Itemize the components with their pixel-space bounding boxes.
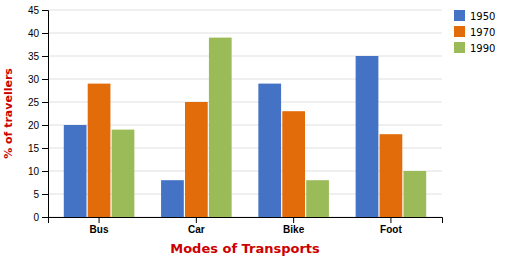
tick-mark: [42, 10, 48, 11]
legend-swatch: [454, 10, 465, 21]
bar: [380, 134, 403, 217]
tick-label: 35: [28, 51, 40, 62]
tick: 25: [28, 97, 48, 108]
tick-mark: [42, 56, 48, 57]
tick-label: Car: [188, 224, 205, 235]
x-axis-title: Modes of Transports: [170, 241, 320, 256]
y-axis: 0 5 10 15 20 25 30 35 40 45: [28, 5, 49, 223]
legend: 1950 1970 1990: [454, 10, 495, 54]
grid-line: [48, 56, 442, 57]
tick-label: 25: [28, 97, 40, 108]
y-axis-title: % of travellers: [2, 68, 15, 159]
tick-label: 0: [33, 212, 39, 223]
tick: Bus: [90, 217, 109, 235]
tick-mark: [390, 217, 391, 223]
tick-label: 15: [28, 143, 40, 154]
bar: [88, 84, 111, 217]
legend-item: 1950: [454, 10, 495, 22]
tick-label: 40: [28, 28, 40, 39]
bar: [306, 180, 329, 217]
legend-label: 1990: [470, 43, 495, 54]
bar: [161, 180, 184, 217]
legend-item: 1990: [454, 42, 495, 54]
tick-label: 30: [28, 74, 40, 85]
grid-line: [48, 33, 442, 34]
grid-line: [48, 79, 442, 80]
bar: [258, 84, 281, 217]
x-axis: Bus Car Bike Foot: [49, 217, 443, 235]
tick: Bike: [283, 217, 305, 235]
tick-label: 10: [28, 166, 40, 177]
tick: 45: [28, 5, 48, 16]
tick-label: 5: [33, 189, 39, 200]
legend-swatch: [454, 42, 465, 53]
tick-label: Bike: [283, 224, 305, 235]
legend-item: 1970: [454, 26, 495, 38]
legend-swatch: [454, 26, 465, 37]
bar-series: [112, 38, 427, 217]
tick: 35: [28, 51, 48, 62]
tick: Foot: [380, 217, 402, 235]
bar: [209, 38, 232, 217]
bar-series: [88, 84, 403, 217]
tick: 10: [28, 166, 48, 177]
axis-line: [49, 218, 443, 224]
tick-mark: [42, 148, 48, 149]
tick-mark: [42, 79, 48, 80]
tick: 5: [33, 189, 48, 200]
bar: [403, 171, 426, 217]
tick-label: Foot: [380, 224, 402, 235]
tick-mark: [293, 217, 294, 223]
bars: [64, 38, 426, 217]
tick-mark: [99, 217, 100, 223]
bar: [185, 102, 208, 217]
tick-mark: [42, 125, 48, 126]
bar: [112, 130, 135, 217]
tick: 15: [28, 143, 48, 154]
plot: Bus Car Bike Foot 0 5 10 15 20 25 30 35 40 45: [28, 5, 443, 235]
tick: 20: [28, 120, 48, 131]
tick-mark: [42, 102, 48, 103]
grid-line: [48, 10, 442, 11]
tick: Car: [188, 217, 205, 235]
legend-label: 1950: [470, 11, 495, 22]
tick-mark: [42, 171, 48, 172]
tick-mark: [42, 217, 48, 218]
bar: [64, 125, 87, 217]
chart: Bus Car Bike Foot 0 5 10 15 20 25 30 35 40 45 Modes of…: [0, 0, 512, 259]
tick-mark: [42, 194, 48, 195]
grid: [48, 10, 442, 217]
axis-line: [42, 11, 49, 218]
tick-label: Bus: [90, 224, 109, 235]
tick-label: 20: [28, 120, 40, 131]
legend-label: 1970: [470, 27, 495, 38]
tick-label: 45: [28, 5, 40, 16]
tick: 0: [33, 212, 48, 223]
bar: [282, 111, 305, 217]
tick-mark: [196, 217, 197, 223]
tick-mark: [42, 33, 48, 34]
bar: [356, 56, 379, 217]
tick: 30: [28, 74, 48, 85]
tick: 40: [28, 28, 48, 39]
